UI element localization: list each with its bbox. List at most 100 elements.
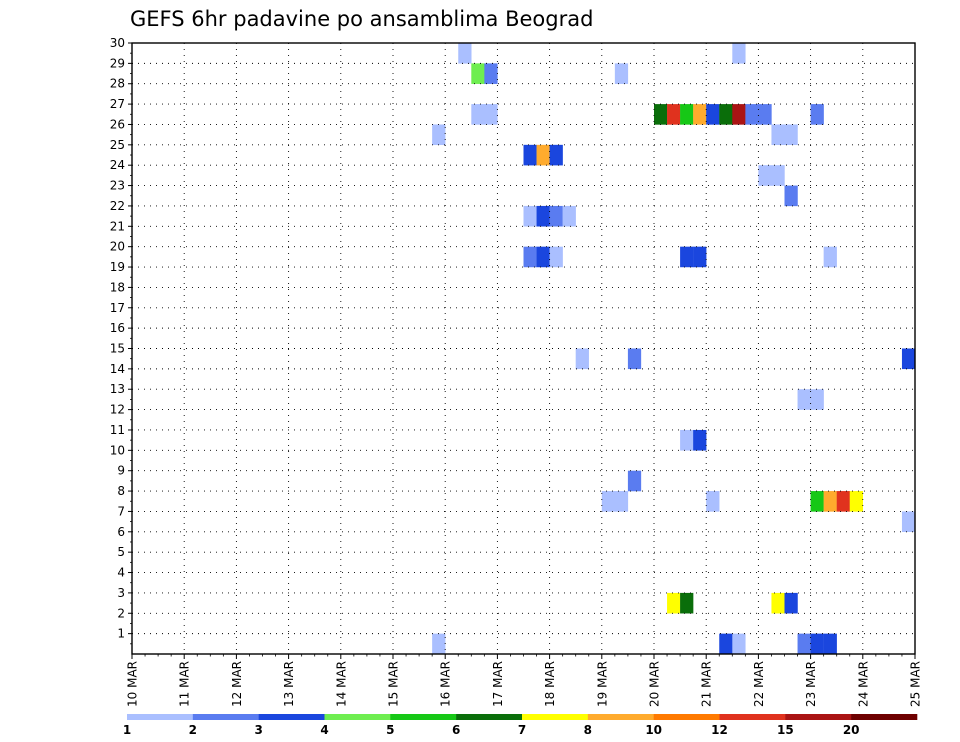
y-tick-label: 14 — [110, 362, 125, 376]
y-tick-label: 26 — [110, 117, 125, 131]
colorbar-label: 1 — [123, 723, 131, 737]
colorbar-label: 4 — [320, 723, 328, 737]
heatmap-cell — [484, 104, 498, 125]
y-tick-label: 30 — [110, 36, 125, 50]
colorbar-label: 3 — [254, 723, 262, 737]
heatmap-cell — [706, 491, 720, 512]
colorbar-swatch — [192, 714, 259, 720]
heatmap-cell — [771, 124, 785, 146]
x-tick-label: 20 MAR — [648, 661, 662, 707]
y-tick-label: 7 — [117, 504, 125, 518]
colorbar-swatch — [522, 714, 589, 720]
heatmap-cell — [536, 246, 550, 268]
heatmap-cells — [432, 43, 916, 655]
colorbar-swatch — [324, 714, 391, 720]
heatmap-cell — [680, 246, 694, 268]
heatmap-cell — [536, 205, 550, 227]
heatmap-cell — [523, 205, 537, 227]
x-tick-label: 17 MAR — [491, 661, 505, 707]
y-tick-label: 12 — [110, 403, 125, 417]
heatmap-cell — [719, 633, 733, 655]
y-tick-label: 5 — [117, 545, 125, 559]
chart-title: GEFS 6hr padavine po ansamblima Beograd — [130, 7, 593, 31]
colorbar-label: 20 — [843, 723, 860, 737]
heatmap-cell — [771, 165, 785, 186]
y-tick-label: 21 — [110, 219, 125, 233]
colorbar-swatch — [785, 714, 852, 720]
y-tick-label: 6 — [117, 525, 125, 539]
heatmap-cell — [549, 144, 563, 166]
heatmap-cell — [627, 470, 642, 492]
y-tick-label: 9 — [117, 464, 125, 478]
heatmap-cell — [732, 633, 746, 655]
heatmap-cell — [536, 144, 550, 166]
y-tick-label: 17 — [110, 301, 125, 315]
heatmap-cell — [693, 104, 707, 125]
colorbar-label: 8 — [584, 723, 592, 737]
x-axis: 10 MAR 11 MAR 12 MAR 13 MAR 14 MAR 15 MAR 16 M… — [126, 654, 923, 707]
heatmap-cell — [823, 633, 837, 655]
y-tick-label: 15 — [110, 342, 125, 356]
y-tick-label: 13 — [110, 382, 125, 396]
y-tick-label: 29 — [110, 56, 125, 70]
x-tick-label: 15 MAR — [387, 661, 401, 707]
x-tick-label: 10 MAR — [126, 661, 140, 707]
y-tick-label: 25 — [110, 138, 125, 152]
heatmap-cell — [614, 491, 629, 512]
heatmap-cell — [771, 592, 785, 614]
heatmap-cell — [745, 104, 759, 125]
heatmap-cell — [823, 246, 837, 268]
y-tick-label: 23 — [110, 179, 125, 193]
y-tick-label: 24 — [110, 158, 125, 172]
y-axis: 1234567891011121314151617181920212223242… — [110, 36, 132, 645]
colorbar-label: 7 — [518, 723, 526, 737]
heatmap-cell — [758, 165, 772, 186]
heatmap-cell — [810, 389, 824, 410]
y-tick-label: 27 — [110, 97, 125, 111]
heatmap-cell — [784, 592, 798, 614]
x-tick-label: 19 MAR — [595, 661, 609, 707]
colorbar-swatch — [587, 714, 654, 720]
colorbar-swatch — [719, 714, 786, 720]
colorbar-swatch — [653, 714, 720, 720]
heatmap-cell — [810, 491, 824, 512]
heatmap-cell — [732, 43, 746, 64]
heatmap-cell — [680, 592, 694, 614]
colorbar-label: 15 — [777, 723, 794, 737]
heatmap-cell — [614, 63, 629, 84]
heatmap-cell — [784, 185, 798, 207]
y-tick-label: 1 — [117, 627, 125, 641]
heatmap-cell — [849, 491, 863, 512]
x-tick-label: 23 MAR — [804, 661, 818, 707]
heatmap-cell — [810, 104, 824, 125]
heatmap-cell — [693, 429, 707, 451]
colorbar-swatch — [390, 714, 457, 720]
y-tick-label: 3 — [117, 586, 125, 600]
heatmap-cell — [471, 63, 485, 84]
y-tick-label: 16 — [110, 321, 125, 335]
colorbar-label: 10 — [645, 723, 662, 737]
colorbar-label: 12 — [711, 723, 728, 737]
heatmap-cell — [901, 511, 916, 532]
heatmap-cell — [836, 491, 850, 512]
heatmap-cell — [823, 491, 837, 512]
y-tick-label: 20 — [110, 240, 125, 254]
x-tick-label: 25 MAR — [909, 661, 923, 707]
y-tick-label: 4 — [117, 566, 125, 580]
colorbar-label: 2 — [189, 723, 197, 737]
heatmap-cell — [471, 104, 485, 125]
x-tick-label: 11 MAR — [178, 661, 192, 707]
heatmap-cell — [680, 429, 694, 451]
x-tick-label: 22 MAR — [752, 661, 766, 707]
y-tick-label: 18 — [110, 280, 125, 294]
y-tick-label: 8 — [117, 484, 125, 498]
heatmap-cell — [901, 348, 916, 370]
colorbar-label: 6 — [452, 723, 460, 737]
heatmap-cell — [706, 104, 720, 125]
heatmap-cell — [562, 205, 576, 227]
x-tick-label: 18 MAR — [543, 661, 557, 707]
y-tick-label: 22 — [110, 199, 125, 213]
heatmap-cell — [458, 43, 472, 64]
heatmap-cell — [627, 348, 642, 370]
